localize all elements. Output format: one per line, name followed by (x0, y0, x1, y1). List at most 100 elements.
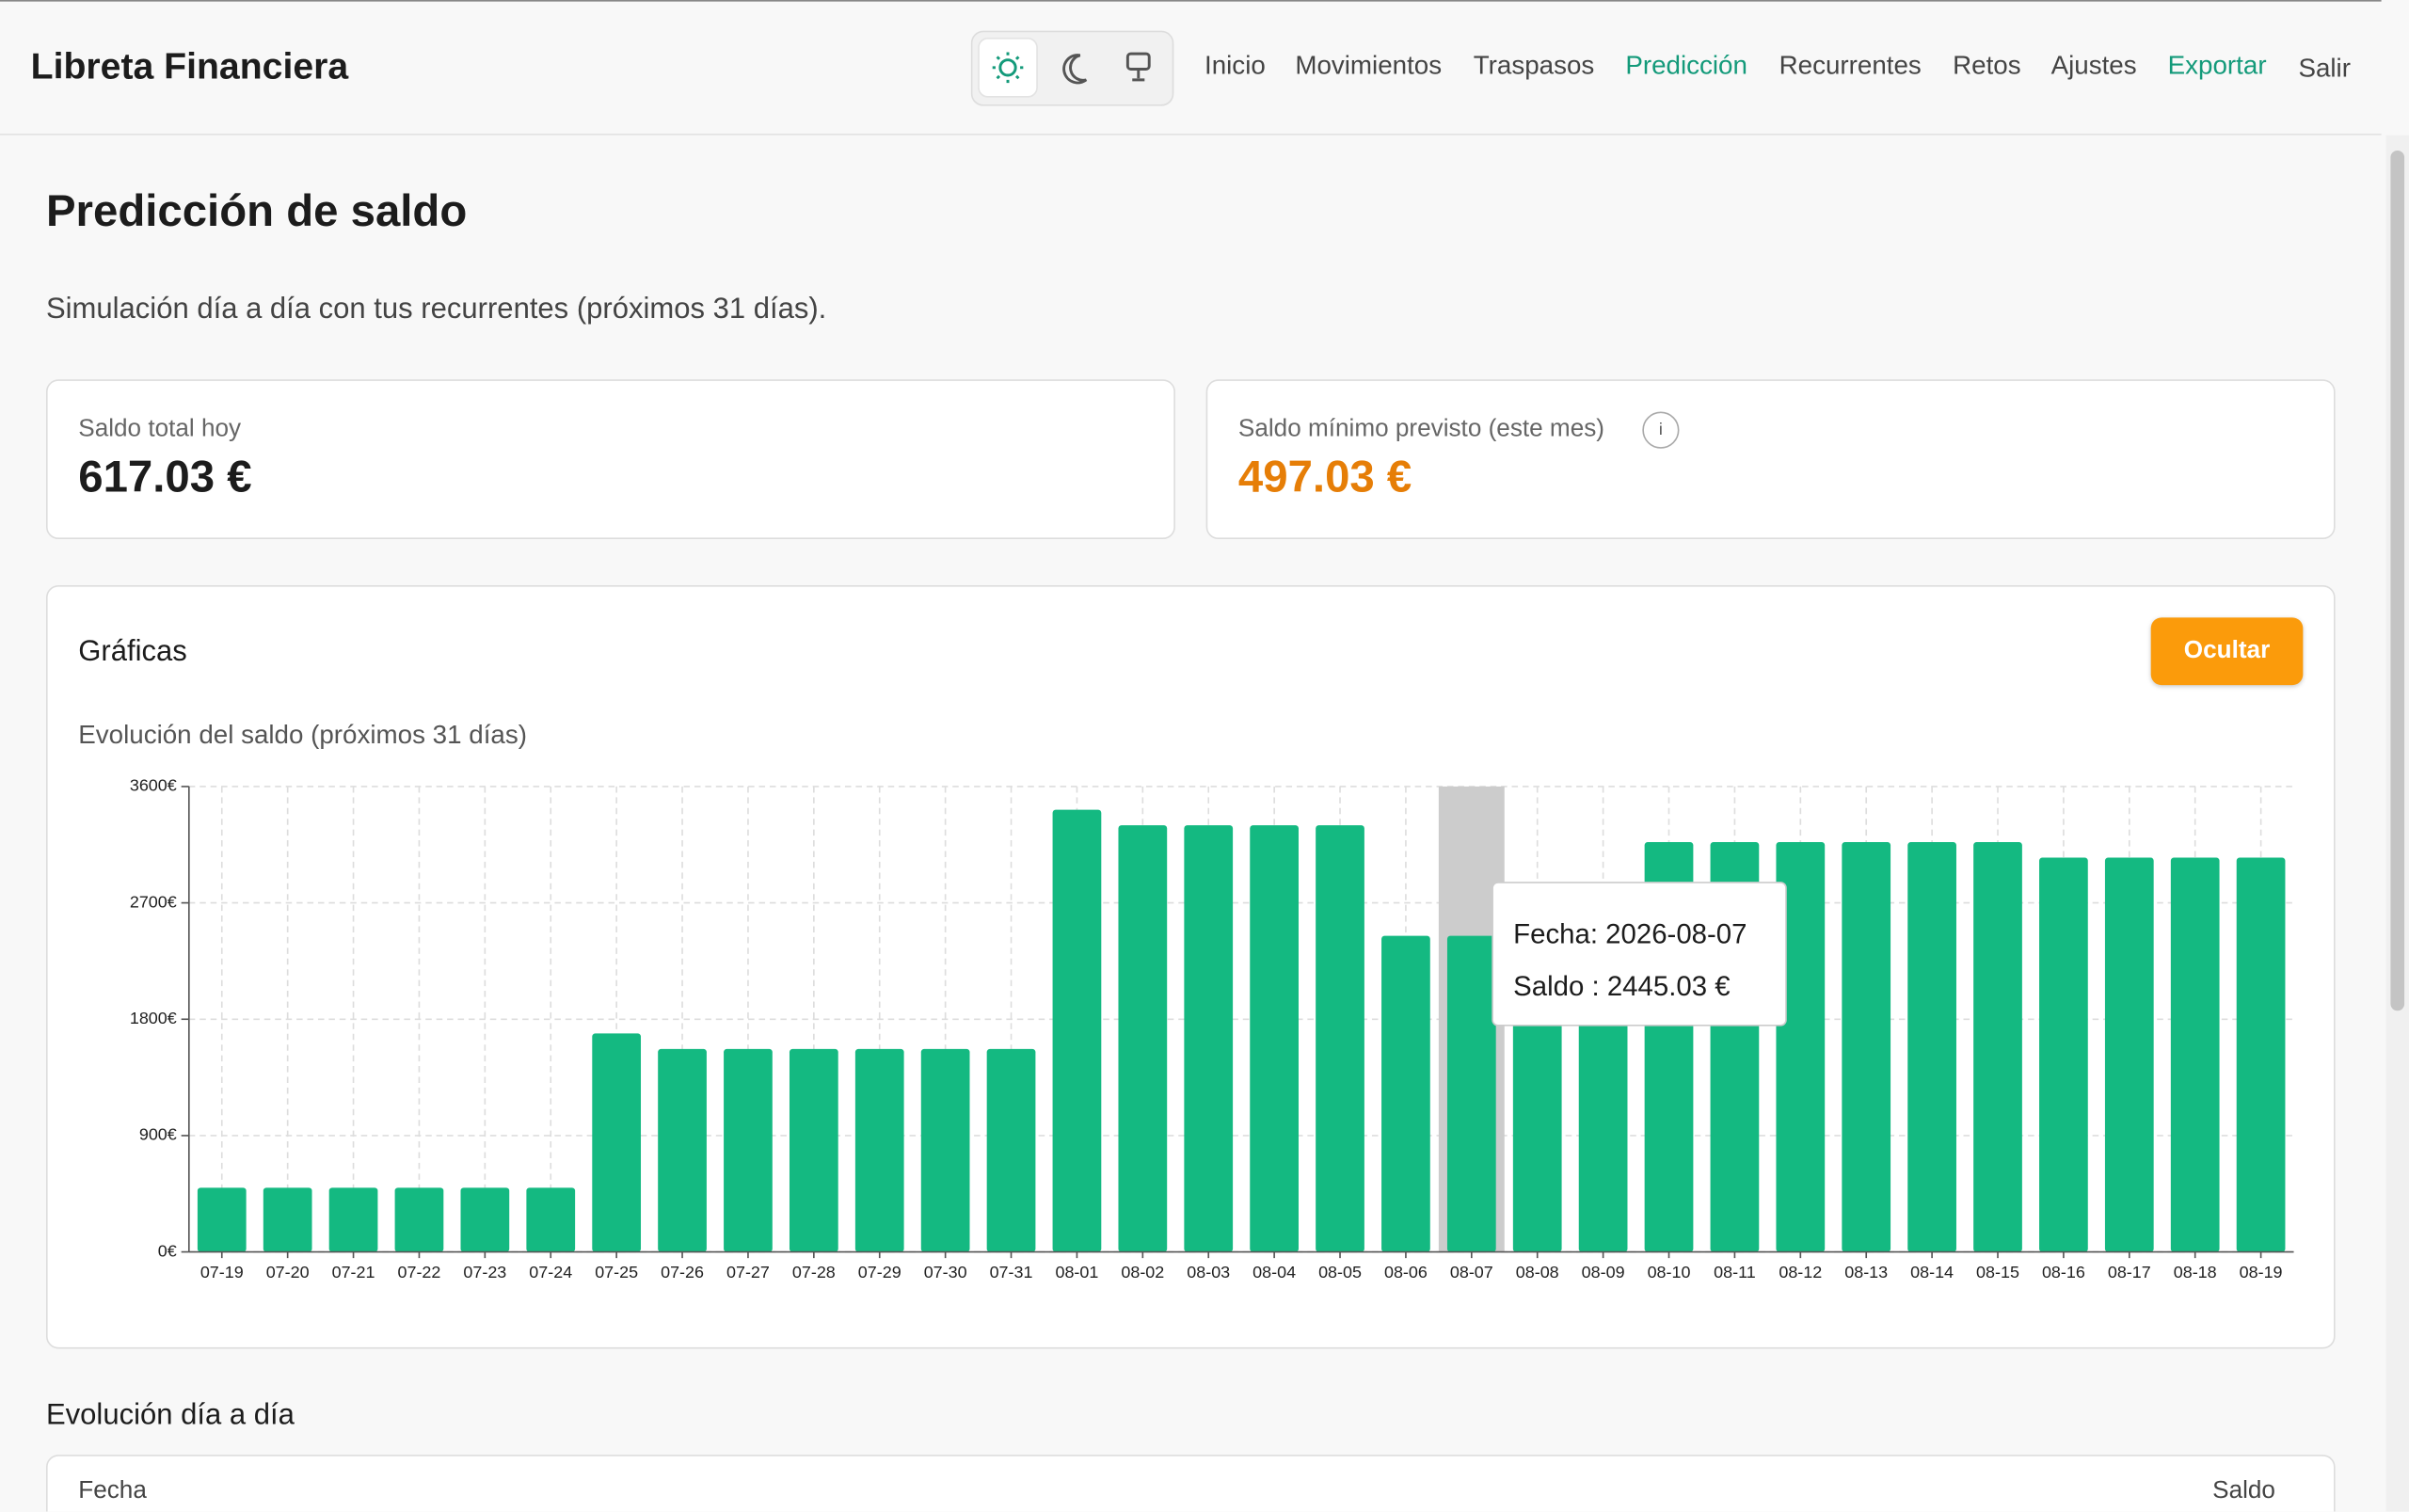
nav-link[interactable]: Traspasos (1473, 50, 1595, 80)
bar (854, 1048, 904, 1252)
bar (2170, 857, 2220, 1252)
x-tick-label: 08-08 (1516, 1263, 1559, 1281)
table: Fecha Saldo (45, 1455, 2336, 1512)
bar (394, 1187, 444, 1252)
x-tick-label: 08-03 (1187, 1263, 1230, 1281)
x-tick-label: 08-12 (1779, 1263, 1822, 1281)
tooltip-balance: Saldo : 2445.03 € (1513, 970, 1731, 1002)
bar (2039, 857, 2088, 1252)
hide-button[interactable]: Ocultar (2150, 617, 2304, 686)
bar (789, 1048, 838, 1252)
bar (263, 1187, 312, 1252)
brand[interactable]: Libreta Financiera (30, 45, 349, 88)
y-tick-label: 2700€ (130, 892, 177, 911)
page-title: Predicción de saldo (45, 187, 468, 237)
bar (658, 1048, 707, 1252)
scrollbar (2385, 135, 2409, 1512)
sun-rays (992, 52, 1024, 84)
y-tick-label: 900€ (139, 1125, 177, 1144)
x-tick-label: 08-10 (1648, 1263, 1691, 1281)
x-tick-label: 08-18 (2174, 1263, 2217, 1281)
bar (526, 1187, 576, 1252)
page-subtitle: Simulación día a día con tus recurrentes… (45, 293, 827, 326)
card-value: 497.03 € (1237, 453, 1412, 502)
column-header: Fecha (78, 1477, 147, 1504)
card-value: 617.03 € (78, 453, 252, 502)
nav-link-active[interactable]: Predicción (1625, 50, 1747, 80)
x-tick-label: 08-15 (1976, 1263, 2019, 1281)
card-label: Saldo mínimo previsto (este mes) (1237, 416, 1604, 443)
card: Saldo total hoy 617.03 € (45, 379, 1175, 540)
bar (1907, 842, 1956, 1252)
bar (986, 1048, 1036, 1252)
chart-title: Evolución del saldo (próximos 31 días) (78, 720, 527, 750)
nav-link[interactable]: Inicio (1204, 50, 1266, 80)
x-tick-label: 07-28 (792, 1263, 836, 1281)
x-tick-label: 07-25 (595, 1263, 638, 1281)
x-tick-label: 08-06 (1384, 1263, 1428, 1281)
bar (2104, 857, 2154, 1252)
nav-link[interactable]: Exportar (2167, 50, 2267, 80)
x-tick-label: 08-05 (1318, 1263, 1362, 1281)
moon-icon[interactable] (1062, 54, 1088, 85)
theme-switcher (970, 30, 1174, 106)
table-title: Evolución día a día (45, 1399, 295, 1432)
x-tick-label: 07-20 (266, 1263, 310, 1281)
theme-light-button[interactable] (978, 37, 1038, 98)
bar (724, 1048, 773, 1252)
scrollbar-thumb[interactable] (2390, 150, 2405, 1011)
nav-link[interactable]: Ajustes (2050, 50, 2137, 80)
x-tick-label: 07-23 (463, 1263, 506, 1281)
nav-link[interactable]: Retos (1953, 50, 2021, 80)
bar (1973, 842, 2022, 1252)
tooltip-date: Fecha: 2026-08-07 (1513, 918, 1747, 949)
x-tick-label: 07-30 (924, 1263, 967, 1281)
nav-link[interactable]: Recurrentes (1779, 50, 1922, 80)
x-tick-label: 08-09 (1582, 1263, 1625, 1281)
card-label: Saldo total hoy (78, 416, 242, 443)
sun-icon (998, 58, 1017, 77)
x-tick-label: 08-01 (1055, 1263, 1098, 1281)
bar (1446, 935, 1496, 1252)
x-tick-label: 08-14 (1910, 1263, 1954, 1281)
bar (1052, 809, 1102, 1252)
x-tick-label: 08-02 (1121, 1263, 1164, 1281)
x-tick-label: 07-31 (990, 1263, 1033, 1281)
chart: 0€ 900€ 1800€ 2700€ 3600€ 07-19 07-20 07-21 07-2… (130, 776, 2294, 1281)
bar (1250, 825, 1299, 1252)
bar (592, 1033, 642, 1252)
x-tick-label: 08-07 (1450, 1263, 1493, 1281)
x-tick-label: 08-17 (2108, 1263, 2151, 1281)
tooltip: Fecha: 2026-08-07 Saldo : 2445.03 € (1492, 882, 1787, 1027)
bar (1118, 825, 1168, 1252)
system-icon[interactable] (1125, 52, 1151, 71)
bar (1184, 825, 1234, 1252)
bar (328, 1187, 378, 1252)
x-tick-label: 07-29 (858, 1263, 901, 1281)
bar (920, 1048, 970, 1252)
x-tick-label: 07-22 (398, 1263, 441, 1281)
x-tick-label: 08-13 (1844, 1263, 1888, 1281)
x-tick-label: 07-26 (661, 1263, 704, 1281)
x-tick-label: 07-19 (200, 1263, 244, 1281)
bar (1842, 842, 1891, 1252)
info-icon[interactable]: i (1642, 411, 1680, 449)
bar (197, 1187, 247, 1252)
top-bar (0, 0, 2382, 135)
y-tick-label: 3600€ (130, 776, 177, 795)
bar (1316, 825, 1364, 1252)
bar (1776, 842, 1826, 1252)
bar (2236, 857, 2286, 1252)
nav-link[interactable]: Salir (2298, 54, 2351, 84)
nav-link[interactable]: Movimientos (1295, 50, 1443, 80)
x-tick-label: 07-21 (332, 1263, 375, 1281)
theme-icons (978, 37, 1151, 98)
y-tick-label: 0€ (158, 1241, 177, 1260)
bar (460, 1187, 510, 1252)
x-tick-label: 08-11 (1714, 1263, 1756, 1281)
panel-title: Gráficas (78, 635, 187, 669)
x-tick-label: 08-16 (2042, 1263, 2085, 1281)
